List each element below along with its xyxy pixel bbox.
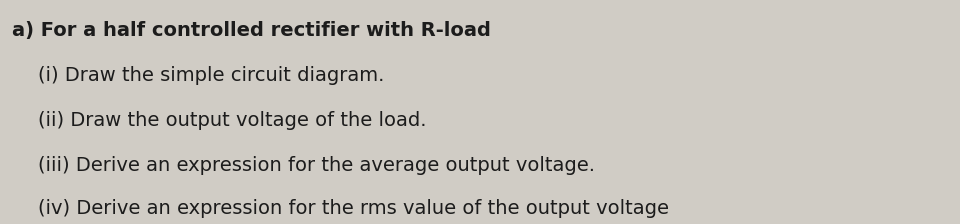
- Text: (i) Draw the simple circuit diagram.: (i) Draw the simple circuit diagram.: [38, 66, 385, 85]
- Text: (iv) Derive an expression for the rms value of the output voltage: (iv) Derive an expression for the rms va…: [38, 199, 669, 218]
- Text: (iii) Derive an expression for the average output voltage.: (iii) Derive an expression for the avera…: [38, 156, 595, 175]
- Text: a) For a half controlled rectifier with R-load: a) For a half controlled rectifier with …: [12, 21, 491, 40]
- Text: (ii) Draw the output voltage of the load.: (ii) Draw the output voltage of the load…: [38, 111, 427, 130]
